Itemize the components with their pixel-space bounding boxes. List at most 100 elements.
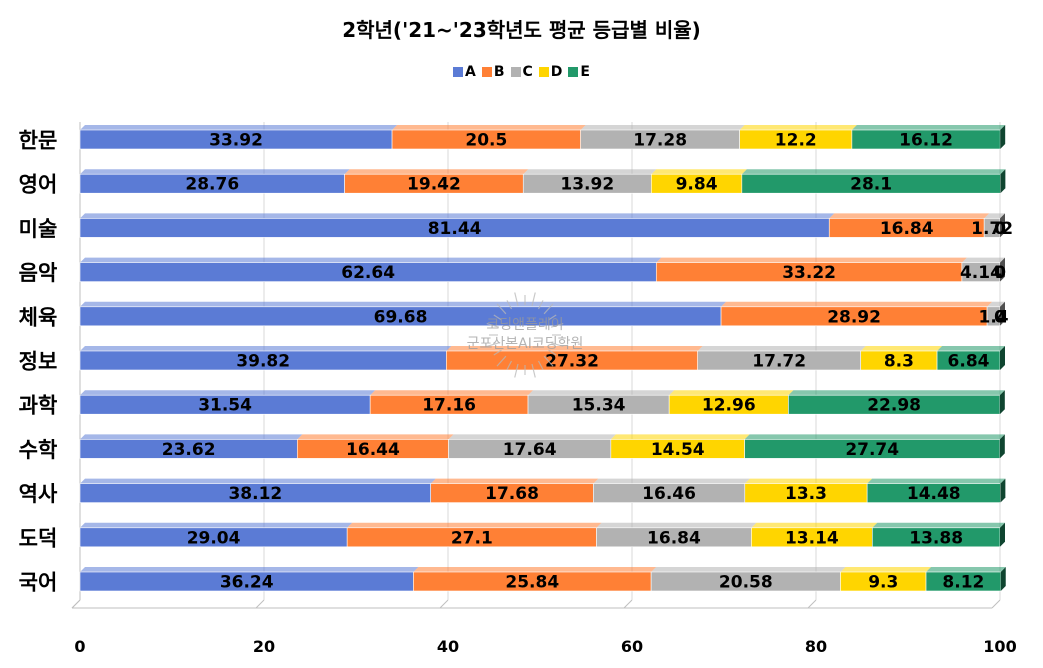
category-label: 도덕 [19, 526, 58, 550]
bar-end-face [1000, 567, 1006, 591]
data-label: 13.3 [785, 484, 827, 504]
data-label: 16.84 [880, 219, 934, 239]
bar-top-face [721, 301, 993, 307]
bar-top-face [851, 125, 1006, 130]
data-label: 20.5 [465, 131, 507, 151]
data-label: 38.12 [228, 484, 282, 504]
data-label: 0 [994, 263, 1006, 283]
bar-end-face [1000, 478, 1006, 503]
watermark-ray [550, 342, 564, 347]
bar-end-face [1000, 125, 1006, 149]
watermark-ray [548, 314, 557, 321]
legend: A B C D E [0, 64, 1043, 80]
legend-swatch [481, 67, 492, 77]
data-label: 16.12 [899, 131, 953, 151]
watermark-burst-icon [486, 292, 564, 378]
axis-corner [71, 599, 81, 609]
bar-top-face [829, 213, 990, 219]
chart-title: 2학년('21~'23학년도 평균 등급별 비율) [342, 18, 701, 42]
data-label: 12.96 [702, 396, 756, 416]
bar-top-face [80, 169, 350, 175]
data-label: 8.3 [884, 352, 914, 372]
bar-top-face [697, 346, 866, 351]
watermark-ray [531, 363, 536, 378]
data-label: 28.92 [827, 307, 881, 327]
data-label: 6.84 [948, 352, 990, 372]
bar-top-face [984, 213, 1005, 219]
watermark-ray [506, 300, 513, 310]
bar-top-face [840, 567, 932, 572]
legend-item-b: B [481, 64, 505, 80]
watermark-ray [496, 355, 507, 367]
x-tick-label: 100 [983, 637, 1016, 656]
legend-swatch [568, 67, 579, 77]
bar-end-face [999, 434, 1005, 459]
category-label: 국어 [19, 571, 58, 595]
tick-mark [439, 599, 449, 609]
data-label: 17.64 [503, 440, 557, 460]
legend-label: D [550, 64, 563, 80]
data-label: 0 [994, 219, 1006, 239]
bar-top-face [80, 346, 452, 351]
data-label: 17.28 [633, 131, 687, 151]
data-label: 0 [994, 307, 1006, 327]
bar-top-face [80, 434, 303, 440]
data-label: 0 [994, 307, 1006, 327]
data-label: 16.44 [346, 440, 400, 460]
data-label: 8.12 [942, 573, 984, 593]
legend-item-d: D [538, 64, 563, 80]
data-label: 4.14 [960, 263, 1002, 283]
bar-top-face [926, 567, 1006, 572]
bar-top-face [413, 567, 657, 572]
watermark-ray [543, 303, 554, 315]
data-label: 13.88 [909, 528, 963, 548]
bar-top-face [656, 257, 967, 263]
bar-top-face [344, 169, 529, 175]
bar-top-face [739, 125, 857, 130]
bar-top-face [80, 522, 353, 528]
data-label: 27.74 [845, 440, 899, 460]
tick-mark [623, 599, 633, 609]
data-label: 33.22 [782, 263, 836, 283]
legend-label: E [580, 64, 590, 80]
bar-top-face [669, 390, 794, 396]
data-label: 23.62 [162, 440, 216, 460]
data-label: 17.72 [752, 352, 806, 372]
watermark-ray [486, 342, 500, 347]
bar-top-face [744, 434, 1005, 440]
watermark-ray [550, 323, 564, 328]
data-label: 62.64 [341, 263, 395, 283]
data-label: 81.44 [428, 219, 482, 239]
legend-swatch [453, 67, 463, 77]
category-label: 영어 [19, 173, 58, 197]
legend-label: C [522, 64, 533, 80]
legend-swatch [538, 67, 549, 77]
data-label: 9.3 [868, 573, 898, 593]
data-label: 20.58 [719, 573, 773, 593]
category-label: 정보 [19, 350, 58, 374]
bar-segment-e [925, 571, 1002, 592]
bar-top-face [596, 522, 757, 528]
data-label: 17.68 [485, 484, 539, 504]
bar-top-face [297, 434, 454, 440]
bar-end-face [1000, 257, 1005, 282]
watermark-line-2: 군포산본AI코딩학원 [466, 336, 584, 352]
data-label: 0 [994, 219, 1006, 239]
bar-top-face [430, 478, 599, 484]
bar-top-face [651, 169, 747, 175]
data-label: 17.16 [422, 396, 476, 416]
data-label: 1.4 [978, 307, 1008, 327]
category-label: 수학 [19, 438, 58, 462]
data-label: 13.92 [560, 175, 614, 195]
data-label: 33.92 [209, 131, 263, 151]
legend-item-a: A [453, 64, 476, 80]
tick-mark [255, 599, 265, 609]
bar-top-face [937, 346, 1005, 351]
watermark-ray [496, 303, 507, 315]
bar-top-face [370, 390, 534, 396]
data-label: 28.76 [185, 175, 239, 195]
bar-end-face [1000, 301, 1005, 326]
watermark-ray [543, 355, 554, 367]
bar-top-face [80, 213, 835, 219]
